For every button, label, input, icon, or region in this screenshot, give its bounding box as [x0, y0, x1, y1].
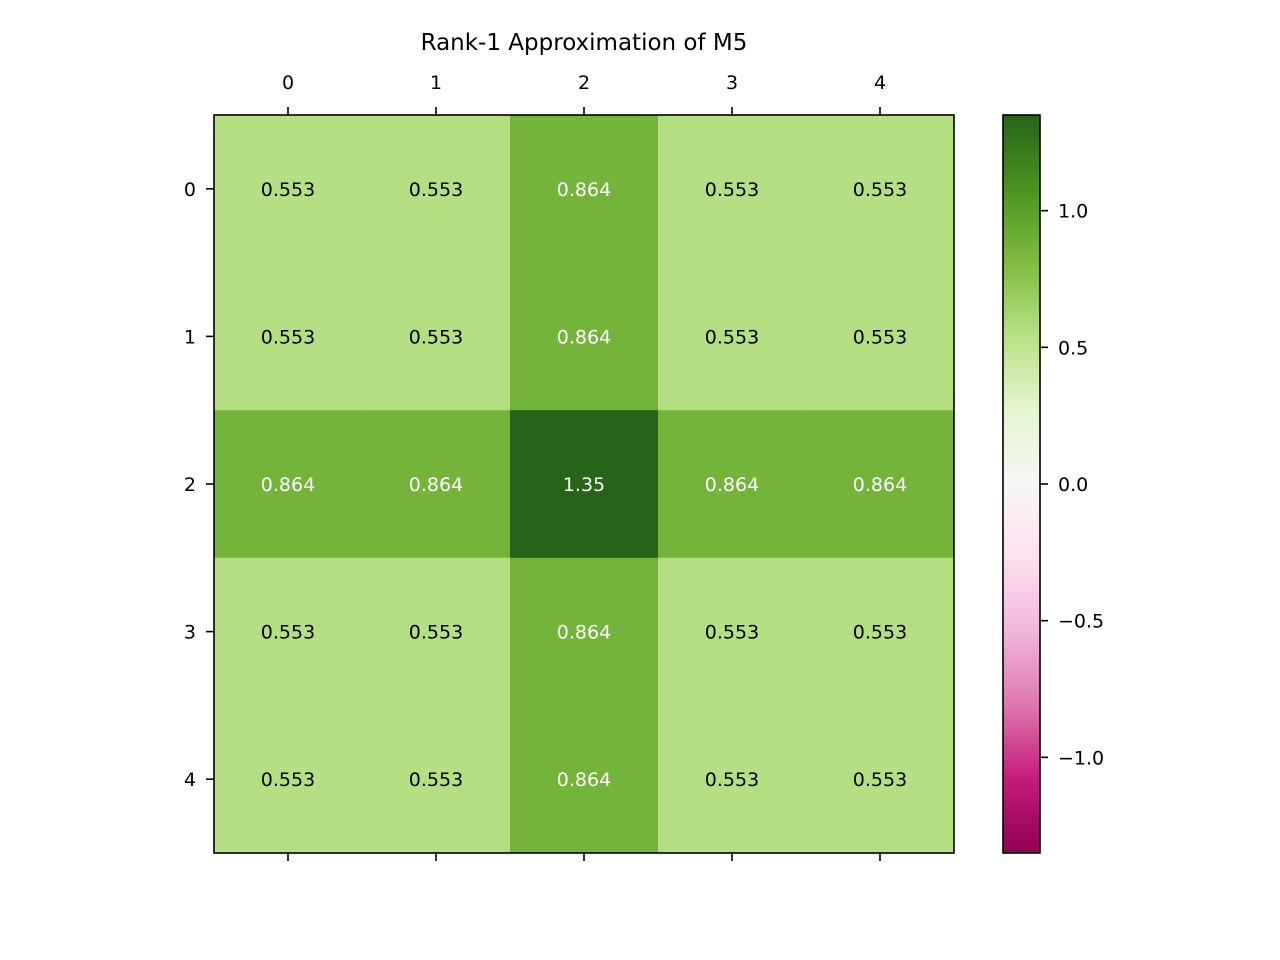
x-tick-label: 3 [726, 72, 738, 94]
y-tick-label: 0 [184, 179, 196, 201]
cell-value-label: 0.864 [557, 769, 611, 791]
cell-value-label: 0.553 [705, 179, 759, 201]
cell-value-label: 0.553 [261, 179, 315, 201]
colorbar [1003, 115, 1040, 853]
heatmap-cell [510, 115, 659, 264]
cell-value-label: 0.553 [853, 179, 907, 201]
cell-value-label: 0.553 [409, 326, 463, 348]
heatmap-cell [214, 262, 363, 411]
heatmap-cell [510, 410, 659, 559]
cell-value-label: 0.553 [853, 326, 907, 348]
heatmap-cell [214, 115, 363, 264]
cell-value-label: 0.864 [557, 326, 611, 348]
heatmap-cell [362, 557, 511, 706]
heatmap-cell [214, 705, 363, 854]
colorbar-tick-label: −0.5 [1058, 611, 1104, 633]
cell-value-label: 0.553 [853, 769, 907, 791]
cell-value-label: 0.864 [409, 474, 463, 496]
heatmap-cells [214, 115, 955, 854]
colorbar-tick-label: −1.0 [1058, 747, 1104, 769]
colorbar-ticks: 1.0 0.5 0.0 −0.5 −1.0 [1040, 201, 1104, 769]
heatmap-cell [214, 410, 363, 559]
cell-value-label: 0.553 [705, 622, 759, 644]
heatmap-cell [806, 262, 955, 411]
heatmap-cell [510, 705, 659, 854]
cell-value-label: 0.864 [557, 622, 611, 644]
y-tick-label: 4 [184, 769, 196, 791]
heatmap-cell [658, 115, 807, 264]
heatmap-cell [658, 410, 807, 559]
x-tick-label: 2 [578, 72, 590, 94]
heatmap-cell [362, 410, 511, 559]
heatmap-cell [362, 262, 511, 411]
heatmap-cell-labels: 0.553 0.553 0.864 0.553 0.553 0.553 0.553 0.864… [261, 179, 907, 791]
cell-value-label: 0.553 [261, 769, 315, 791]
chart-title: Rank-1 Approximation of M5 [421, 30, 748, 56]
cell-value-label: 0.553 [261, 622, 315, 644]
heatmap-cell [806, 410, 955, 559]
y-tick-label: 3 [184, 622, 196, 644]
cell-value-label: 0.553 [409, 622, 463, 644]
cell-value-label: 0.553 [261, 326, 315, 348]
cell-value-label: 1.35 [563, 474, 605, 496]
heatmap-cell [658, 557, 807, 706]
heatmap-cell [362, 115, 511, 264]
heatmap-cell [806, 557, 955, 706]
cell-value-label: 0.553 [409, 769, 463, 791]
heatmap-cell [510, 262, 659, 411]
cell-value-label: 0.864 [557, 179, 611, 201]
cell-value-label: 0.553 [853, 622, 907, 644]
x-tick-label: 0 [282, 72, 294, 94]
heatmap-cell [510, 557, 659, 706]
x-tick-label: 4 [874, 72, 886, 94]
heatmap-cell [806, 705, 955, 854]
colorbar-tick-label: 0.5 [1058, 337, 1088, 359]
x-tick-label: 1 [430, 72, 442, 94]
cell-value-label: 0.864 [705, 474, 759, 496]
cell-value-label: 0.553 [705, 326, 759, 348]
heatmap-cell [362, 705, 511, 854]
colorbar-tick-label: 0.0 [1058, 474, 1088, 496]
heatmap-cell [806, 115, 955, 264]
cell-value-label: 0.864 [853, 474, 907, 496]
heatmap-cell [658, 262, 807, 411]
y-tick-label: 2 [184, 474, 196, 496]
cell-value-label: 0.553 [705, 769, 759, 791]
y-axis-ticks: 0 1 2 3 4 [184, 179, 214, 791]
y-tick-label: 1 [184, 326, 196, 348]
cell-value-label: 0.553 [409, 179, 463, 201]
colorbar-tick-label: 1.0 [1058, 201, 1088, 223]
heatmap-cell [658, 705, 807, 854]
x-axis-ticks: 0 1 2 3 4 [282, 72, 886, 861]
heatmap-cell [214, 557, 363, 706]
cell-value-label: 0.864 [261, 474, 315, 496]
